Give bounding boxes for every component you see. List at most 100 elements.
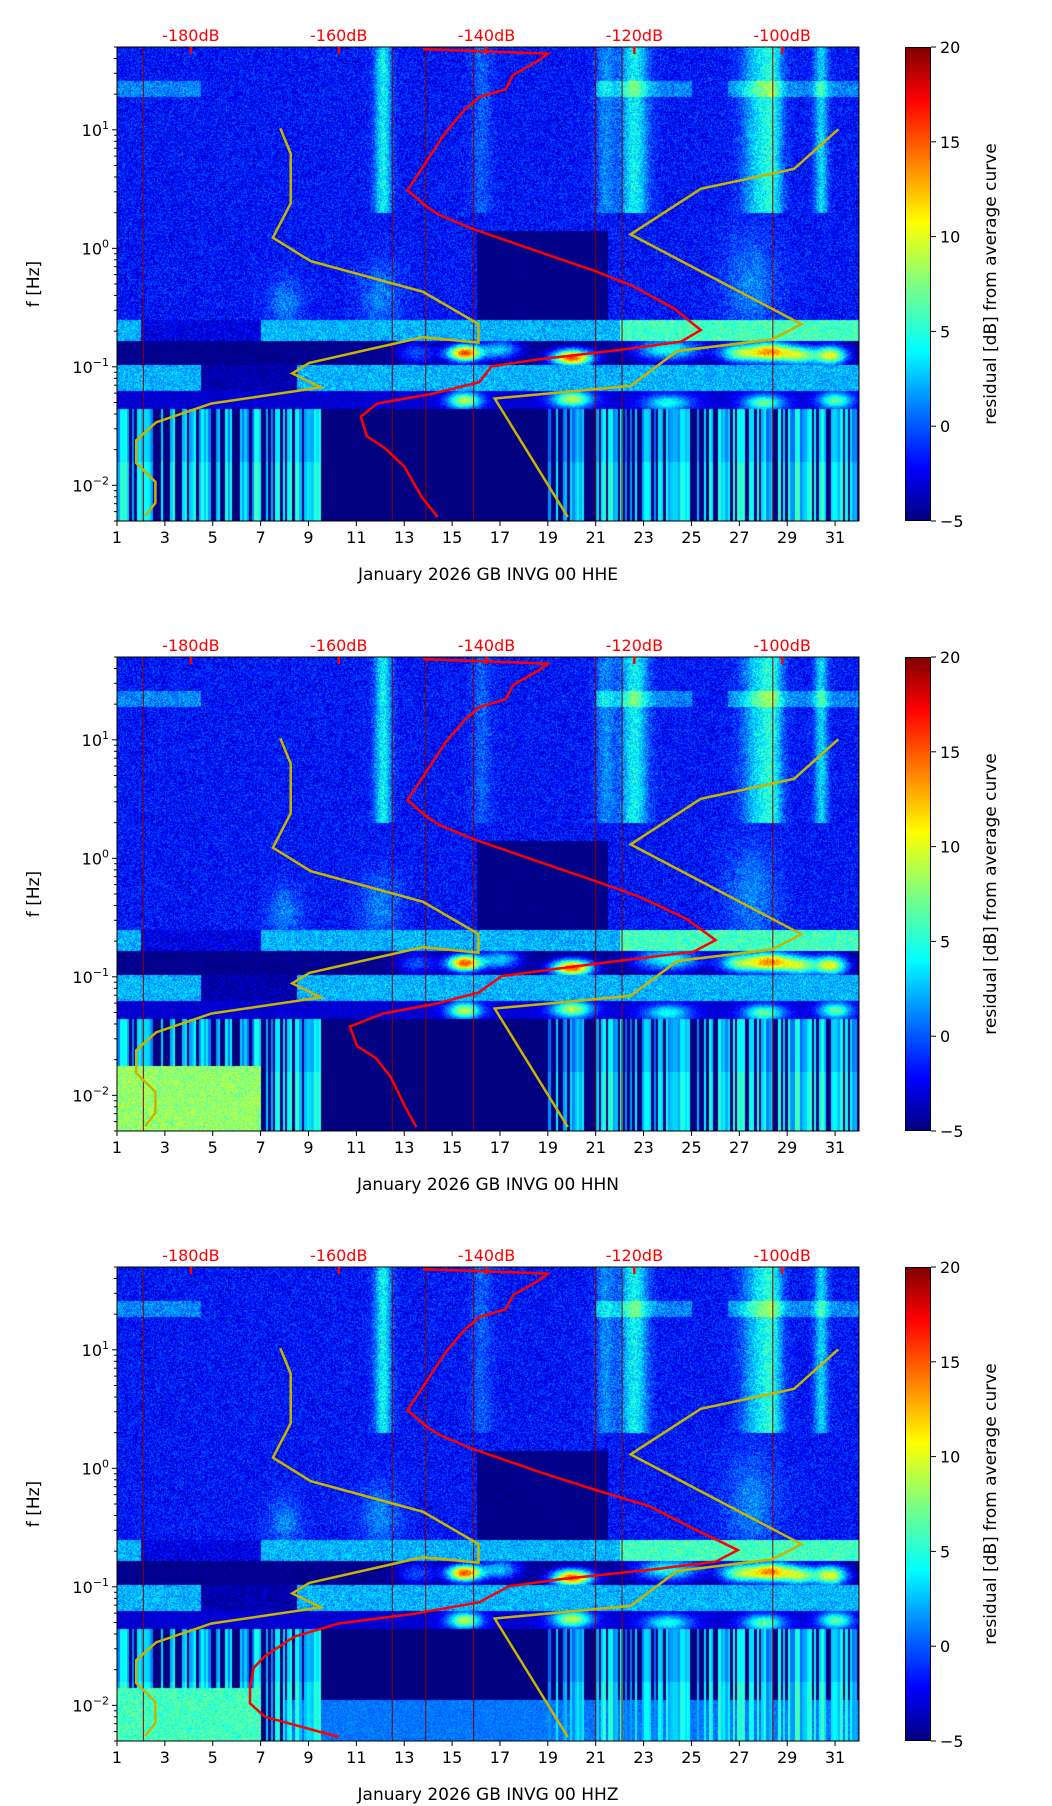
y-tick-label: 101 (82, 119, 109, 140)
db-tick-label: -160dB (310, 26, 367, 45)
ylabel-hhz: f [Hz] (24, 1481, 44, 1527)
colorbar-tick-label: 0 (940, 1637, 950, 1656)
x-tick-label: 25 (681, 1138, 701, 1157)
x-tick-label: 3 (160, 1748, 170, 1767)
x-tick-label: 15 (442, 1138, 462, 1157)
x-tick-label: 31 (825, 1748, 845, 1767)
ylabel-hhe: f [Hz] (24, 261, 44, 307)
db-tick-label: -120dB (606, 636, 663, 655)
y-tick-exponent: 0 (102, 1457, 109, 1470)
x-tick-label: 29 (777, 1748, 797, 1767)
colorbar-label-hhz: residual [dB] from average curve (981, 1363, 1001, 1644)
spectrogram-heatmap-hhz (117, 1267, 859, 1741)
colorbar-tick-label: 0 (940, 417, 950, 436)
colorbar-tick-label: 0 (940, 1027, 950, 1046)
colorbar-tick-label: 10 (940, 1448, 960, 1467)
psd-curve (348, 657, 718, 1128)
x-tick-label: 17 (490, 1138, 510, 1157)
x-tick-label: 5 (208, 1748, 218, 1767)
colorbar-tick-label: −5 (940, 512, 964, 531)
colorbar-tick-label: −5 (940, 1732, 964, 1751)
colorbar-label-hhn: residual [dB] from average curve (981, 753, 1001, 1034)
x-tick-label: 17 (490, 1748, 510, 1767)
x-tick-label: 21 (586, 1748, 606, 1767)
nhnm-curve (492, 1348, 840, 1738)
db-tick-label: -140dB (458, 1246, 515, 1265)
db-tick-label: -120dB (606, 26, 663, 45)
colorbar-tick-label: 15 (940, 133, 960, 152)
spectrogram-heatmap-hhe (117, 47, 859, 521)
colorbar-tick-label: 10 (940, 838, 960, 857)
x-tick-label: 13 (394, 528, 414, 547)
axes-frame (116, 656, 860, 1132)
x-tick-label: 11 (346, 1748, 366, 1767)
ylabel-hhn: f [Hz] (24, 871, 44, 917)
db-tick-label: -180dB (162, 636, 219, 655)
db-tick-label: -160dB (310, 1246, 367, 1265)
x-tick-label: 25 (681, 528, 701, 547)
nlnm-curve (134, 127, 480, 517)
x-tick-label: 1 (112, 528, 122, 547)
x-tick-label: 29 (777, 528, 797, 547)
panel-hhe: 1 3 5 7 9 11 13 15 17 19 21 23 25 27 29 31-180dB -160dB -… (72, 26, 963, 547)
y-tick-exponent: −1 (93, 356, 109, 369)
db-tick-label: -180dB (162, 26, 219, 45)
x-tick-label: 25 (681, 1748, 701, 1767)
y-tick-label: 101 (82, 1339, 109, 1360)
colorbar-tick-label: 10 (940, 228, 960, 247)
db-tick-label: -180dB (162, 1246, 219, 1265)
x-tick-label: 11 (346, 528, 366, 547)
nlnm-curve (134, 737, 480, 1127)
nlnm-curve (134, 1347, 480, 1737)
x-tick-label: 7 (256, 528, 266, 547)
x-tick-label: 31 (825, 1138, 845, 1157)
colorbar-tick-label: 5 (940, 1542, 950, 1561)
x-tick-label: 23 (633, 1748, 653, 1767)
y-tick-label: 100 (82, 847, 109, 868)
db-tick-label: -140dB (458, 636, 515, 655)
db-tick-label: -100dB (753, 26, 810, 45)
x-tick-label: 27 (729, 1748, 749, 1767)
x-tick-label: 23 (633, 1138, 653, 1157)
x-tick-label: 13 (394, 1748, 414, 1767)
db-tick-label: -160dB (310, 636, 367, 655)
db-tick-label: -100dB (753, 1246, 810, 1265)
y-tick-exponent: −1 (93, 1576, 109, 1589)
axes-frame (116, 46, 860, 522)
x-tick-label: 19 (538, 528, 558, 547)
x-tick-label: 29 (777, 1138, 797, 1157)
colorbar-tick-label: 15 (940, 1353, 960, 1372)
y-tick-label: 10−2 (72, 1084, 109, 1105)
colorbar-tick-label: 20 (940, 1258, 960, 1277)
x-tick-label: 23 (633, 528, 653, 547)
x-tick-label: 15 (442, 1748, 462, 1767)
y-tick-label: 101 (82, 729, 109, 750)
x-tick-label: 11 (346, 1138, 366, 1157)
y-tick-exponent: −2 (93, 1084, 109, 1097)
x-tick-label: 5 (208, 1138, 218, 1157)
x-tick-label: 7 (256, 1748, 266, 1767)
x-tick-label: 3 (160, 1138, 170, 1157)
xlabel-hhe: January 2026 GB INVG 00 HHE (357, 565, 618, 585)
x-tick-label: 9 (303, 1748, 313, 1767)
psd-curve (248, 1267, 741, 1739)
x-tick-label: 7 (256, 1138, 266, 1157)
y-tick-exponent: −1 (93, 966, 109, 979)
xlabel-hhz: January 2026 GB INVG 00 HHZ (357, 1785, 619, 1805)
x-tick-label: 17 (490, 528, 510, 547)
colorbar-tick-label: 15 (940, 743, 960, 762)
colorbar-hhe (905, 47, 931, 521)
y-tick-exponent: 1 (102, 1339, 109, 1352)
x-tick-label: 15 (442, 528, 462, 547)
x-tick-label: 21 (586, 528, 606, 547)
y-tick-label: 100 (82, 237, 109, 258)
colorbar-hhz (905, 1267, 931, 1741)
x-tick-label: 13 (394, 1138, 414, 1157)
y-tick-exponent: −2 (93, 474, 109, 487)
colorbar-tick-label: 20 (940, 648, 960, 667)
x-tick-label: 19 (538, 1748, 558, 1767)
colorbar-tick-label: 5 (940, 932, 950, 951)
spectrogram-heatmap-hhn (117, 657, 859, 1131)
